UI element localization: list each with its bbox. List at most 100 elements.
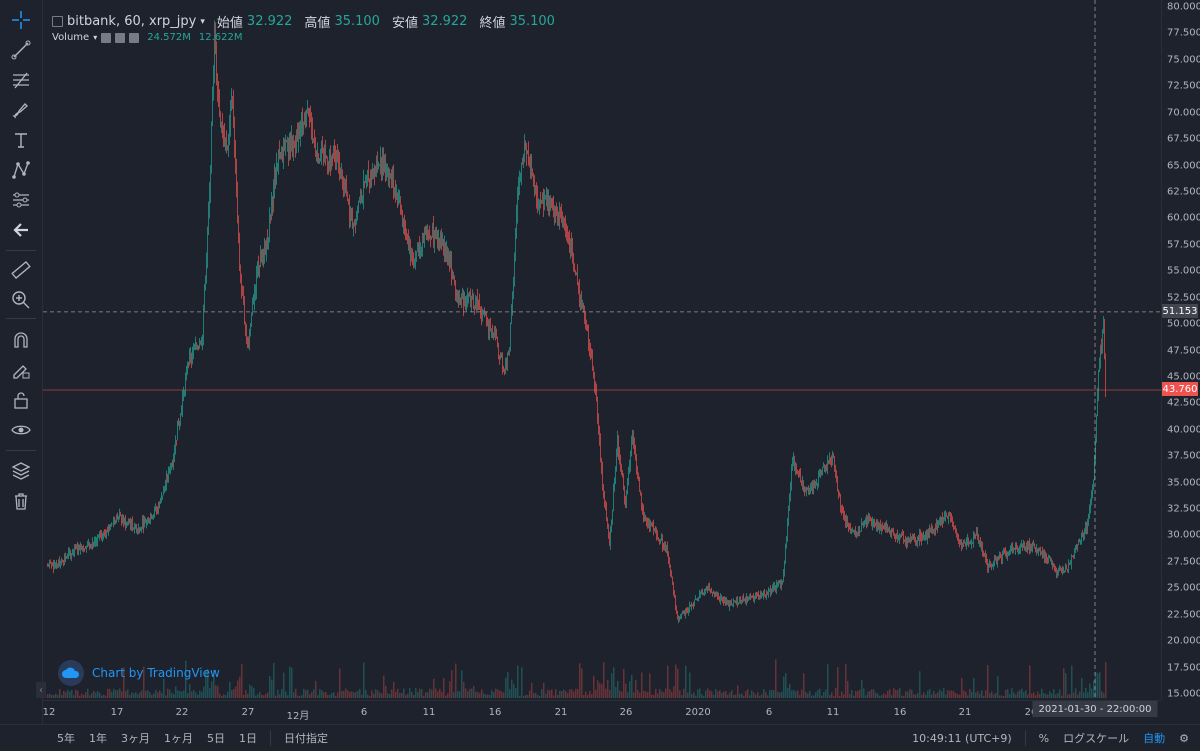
timezone-clock[interactable]: 10:49:11 (UTC+9)	[912, 731, 1012, 745]
volume-bar	[1055, 694, 1057, 698]
log-scale-button[interactable]: ログスケール	[1063, 732, 1130, 745]
tradingview-watermark[interactable]: Chart by TradingView	[58, 660, 220, 686]
volume-bar	[267, 692, 269, 698]
brush-icon[interactable]	[7, 97, 35, 123]
percent-scale-button[interactable]: %	[1038, 731, 1050, 745]
volume-bar	[841, 691, 843, 698]
volume-bar	[145, 690, 147, 698]
price-tick-label: 17.500	[1167, 662, 1200, 674]
volume-bar	[409, 688, 411, 698]
volume-bar	[1019, 689, 1021, 698]
price-chart[interactable]	[43, 0, 1161, 700]
volume-bar	[103, 694, 105, 698]
chart-pane[interactable]	[43, 0, 1161, 700]
volume-bar	[337, 692, 339, 698]
volume-bar	[835, 688, 837, 698]
format-icon[interactable]	[115, 32, 126, 43]
pattern-tool-icon[interactable]	[7, 157, 35, 183]
volume-bar	[675, 664, 677, 698]
volume-bar	[891, 695, 893, 698]
crosshair-icon[interactable]	[7, 7, 35, 33]
close-label: 終値	[479, 16, 506, 31]
zoom-in-icon[interactable]	[7, 287, 35, 313]
trend-line-icon[interactable]	[7, 37, 35, 63]
volume-bar	[801, 689, 803, 698]
volume-bar	[623, 668, 625, 698]
volume-bar	[185, 660, 187, 698]
volume-bar	[783, 676, 785, 698]
volume-bar	[621, 691, 623, 698]
measure-position-icon[interactable]	[7, 187, 35, 213]
price-tick-label: 27.500	[1167, 556, 1200, 568]
volume-bar	[721, 693, 723, 698]
time-tick-label: 12月	[286, 711, 310, 722]
range-1d-button[interactable]: 1日	[239, 732, 257, 745]
volume-bar	[733, 694, 735, 698]
volume-bar	[1043, 693, 1045, 698]
range-3m-button[interactable]: 3ヶ月	[121, 732, 150, 745]
lock-drawing-icon[interactable]	[7, 357, 35, 383]
eye-icon[interactable]	[7, 417, 35, 443]
volume-bar	[449, 681, 451, 698]
volume-bar	[969, 688, 971, 698]
chevron-down-icon[interactable]: ▾	[200, 16, 205, 27]
volume-bar	[601, 683, 603, 698]
unlock-icon[interactable]	[7, 387, 35, 413]
auto-scale-button[interactable]: 自動	[1143, 732, 1166, 745]
close-icon[interactable]	[129, 32, 140, 43]
volume-bar	[385, 685, 387, 698]
volume-bar	[369, 695, 371, 698]
trash-icon[interactable]	[7, 488, 35, 514]
volume-bar	[585, 691, 587, 698]
volume-bar	[645, 691, 647, 698]
volume-label[interactable]: Volume	[52, 32, 90, 43]
volume-bar	[943, 688, 945, 698]
volume-bar	[921, 695, 923, 698]
volume-bar	[565, 691, 567, 698]
fib-tool-icon[interactable]	[7, 67, 35, 93]
volume-bar	[169, 689, 171, 698]
range-5y-button[interactable]: 5年	[57, 732, 75, 745]
volume-bar	[979, 693, 981, 698]
volume-bar	[757, 691, 759, 698]
chevron-down-icon[interactable]: ▾	[93, 33, 98, 42]
text-tool-icon[interactable]	[7, 127, 35, 153]
volume-bar	[485, 694, 487, 698]
settings-icon[interactable]	[101, 32, 112, 43]
range-1y-button[interactable]: 1年	[89, 732, 107, 745]
symbol-title[interactable]: bitbank, 60, xrp_jpy	[67, 14, 197, 29]
layers-icon[interactable]	[7, 458, 35, 484]
range-5d-button[interactable]: 5日	[207, 732, 225, 745]
ruler-icon[interactable]	[7, 257, 35, 283]
volume-bar	[777, 691, 779, 698]
volume-bar	[77, 690, 79, 698]
volume-bar	[109, 688, 111, 698]
back-arrow-icon[interactable]	[7, 217, 35, 243]
volume-bar	[517, 665, 519, 698]
volume-bar	[797, 690, 799, 698]
volume-bar	[353, 692, 355, 698]
magnet-icon[interactable]	[7, 327, 35, 353]
volume-bar	[279, 694, 281, 698]
price-axis[interactable]: 80.000 77.500 75.000 72.500 70.000 67.500 65.0…	[1161, 0, 1200, 700]
gear-icon[interactable]: ⚙	[1179, 731, 1189, 745]
volume-bar	[569, 689, 571, 698]
time-axis[interactable]: 12 17 22 27 12月 6 11 16 21 26 2020 6 11 16 21 26	[43, 700, 1161, 725]
volume-bar	[381, 693, 383, 698]
price-tick-label: 20.000	[1167, 635, 1200, 647]
volume-bar	[153, 693, 155, 698]
goto-date-button[interactable]: 日付指定	[284, 732, 328, 745]
volume-bar	[191, 691, 193, 698]
collapse-legend-icon[interactable]	[52, 16, 63, 27]
volume-bar	[83, 694, 85, 698]
volume-bar	[991, 691, 993, 698]
volume-bar	[167, 688, 169, 698]
price-tick-label: 40.000	[1167, 424, 1200, 436]
time-tick-label: 26	[1024, 707, 1038, 718]
range-1m-button[interactable]: 1ヶ月	[164, 732, 193, 745]
volume-bar	[701, 694, 703, 698]
volume-bar	[661, 691, 663, 698]
collapse-toolbar-icon[interactable]: ‹	[36, 682, 46, 698]
volume-bar	[433, 678, 435, 698]
volume-bar	[933, 691, 935, 698]
